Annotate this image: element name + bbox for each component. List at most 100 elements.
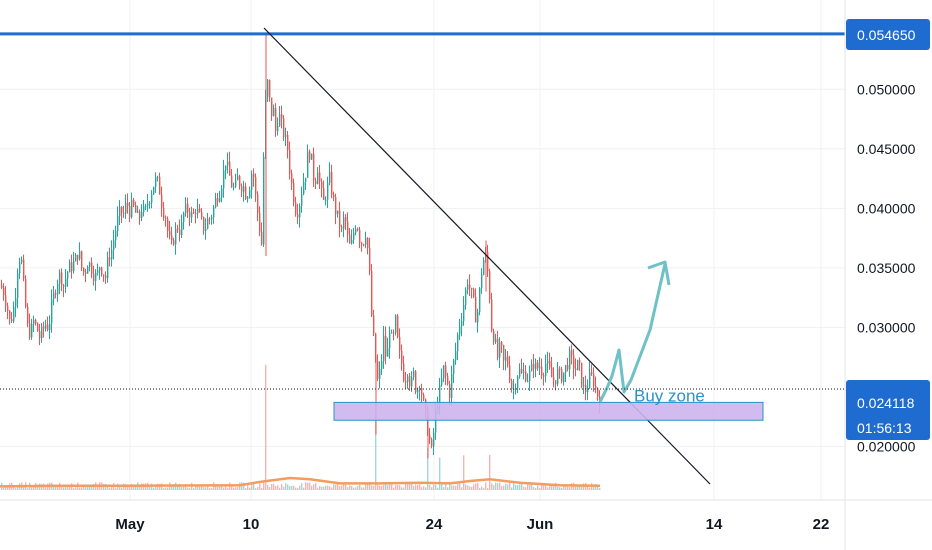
candle-body <box>103 274 105 276</box>
volume-bar <box>253 482 255 490</box>
candle-body <box>89 262 91 268</box>
buy-zone-rectangle[interactable] <box>333 401 764 421</box>
candle-body <box>389 333 391 349</box>
volume-bar <box>317 487 319 490</box>
volume-bar <box>211 487 213 490</box>
volume-bar <box>85 487 87 490</box>
candle-body <box>201 211 203 218</box>
candle-body <box>515 387 517 389</box>
candle-body <box>169 231 171 236</box>
volume-bar <box>321 486 323 490</box>
volume-bar <box>581 486 583 490</box>
volume-bar <box>537 483 539 490</box>
candle-body <box>145 205 147 207</box>
candle-body <box>519 368 521 377</box>
volume-bar <box>381 486 383 490</box>
volume-bar <box>555 482 557 490</box>
candle-body <box>341 226 343 229</box>
candle-body <box>491 299 493 331</box>
candle-body <box>363 244 365 246</box>
candle-body <box>57 283 59 295</box>
volume-bar <box>45 487 47 490</box>
candle-body <box>477 311 479 323</box>
volume-bar <box>319 485 321 490</box>
volume-bar <box>363 487 365 490</box>
candle-body <box>279 114 281 126</box>
volume-bar <box>13 486 15 490</box>
resistance-tag-text: 0.054650 <box>857 27 916 43</box>
volume-bar <box>493 485 495 490</box>
candle-body <box>321 181 323 189</box>
x-tick-label: 10 <box>243 516 260 533</box>
volume-bar <box>369 482 371 490</box>
candle-body <box>295 202 297 215</box>
candle-body <box>291 173 293 184</box>
volume-bar <box>523 486 525 490</box>
candle-body <box>275 107 277 131</box>
volume-bar <box>429 484 431 490</box>
volume-bar <box>231 484 233 490</box>
candle-body <box>567 365 569 370</box>
candle-body <box>343 217 345 229</box>
candle-body <box>501 342 503 346</box>
volume-bar <box>531 483 533 490</box>
candle-body <box>91 262 93 274</box>
candle-body <box>527 380 529 382</box>
candle-body <box>315 180 317 185</box>
volume-bar <box>425 487 427 490</box>
volume-bar <box>415 484 417 490</box>
x-tick-label: 22 <box>813 516 830 533</box>
volume-bar <box>295 487 297 490</box>
volume-bar <box>335 484 337 490</box>
y-tick-labels: 0.050000 0.045000 0.040000 0.035000 0.030000… <box>857 81 916 454</box>
candle-body <box>159 176 161 195</box>
chart-grid <box>0 0 845 500</box>
candle-body <box>187 203 189 212</box>
volume-bar <box>135 485 137 490</box>
volume-bar <box>133 485 135 490</box>
volume-bar <box>345 483 347 490</box>
candle-body <box>11 319 13 322</box>
volume-bar <box>507 484 509 490</box>
candle-body <box>583 385 585 387</box>
volume-bar <box>33 485 35 490</box>
volume-bar <box>259 483 261 490</box>
volume-bar <box>5 487 7 490</box>
candle-body <box>245 186 247 200</box>
candle-body <box>277 125 279 131</box>
volume-bar <box>125 484 127 490</box>
volume-bar <box>57 485 59 490</box>
candle-body <box>503 345 505 361</box>
candle-body <box>355 229 357 233</box>
projection-arrow-path[interactable] <box>598 263 667 403</box>
candle-body <box>453 360 455 375</box>
volume-bar <box>31 487 33 490</box>
candle-body <box>337 210 339 215</box>
candle-body <box>35 319 37 324</box>
volume-bar <box>305 482 307 490</box>
volume-bar <box>97 484 99 490</box>
candle-body <box>331 171 333 196</box>
volume-bar <box>395 485 397 490</box>
candle-body <box>319 172 321 182</box>
candle-body <box>469 284 471 289</box>
volume-bar <box>285 483 287 490</box>
candle-body <box>263 156 265 245</box>
volume-bar <box>333 484 335 490</box>
candle-body <box>493 330 495 343</box>
volume-bar <box>181 487 183 490</box>
candle-body <box>569 350 571 370</box>
candle-body <box>447 375 449 384</box>
candle-body <box>481 274 483 289</box>
volume-bar <box>361 487 363 490</box>
volume-bar <box>203 487 205 490</box>
x-tick-label: May <box>115 516 145 533</box>
volume-bar <box>441 484 443 490</box>
candle-body <box>541 366 543 376</box>
candle-body <box>387 348 389 357</box>
volume-bar <box>299 485 301 490</box>
volume-bar <box>273 483 275 490</box>
candle-body <box>177 228 179 230</box>
candle-body <box>507 356 509 366</box>
